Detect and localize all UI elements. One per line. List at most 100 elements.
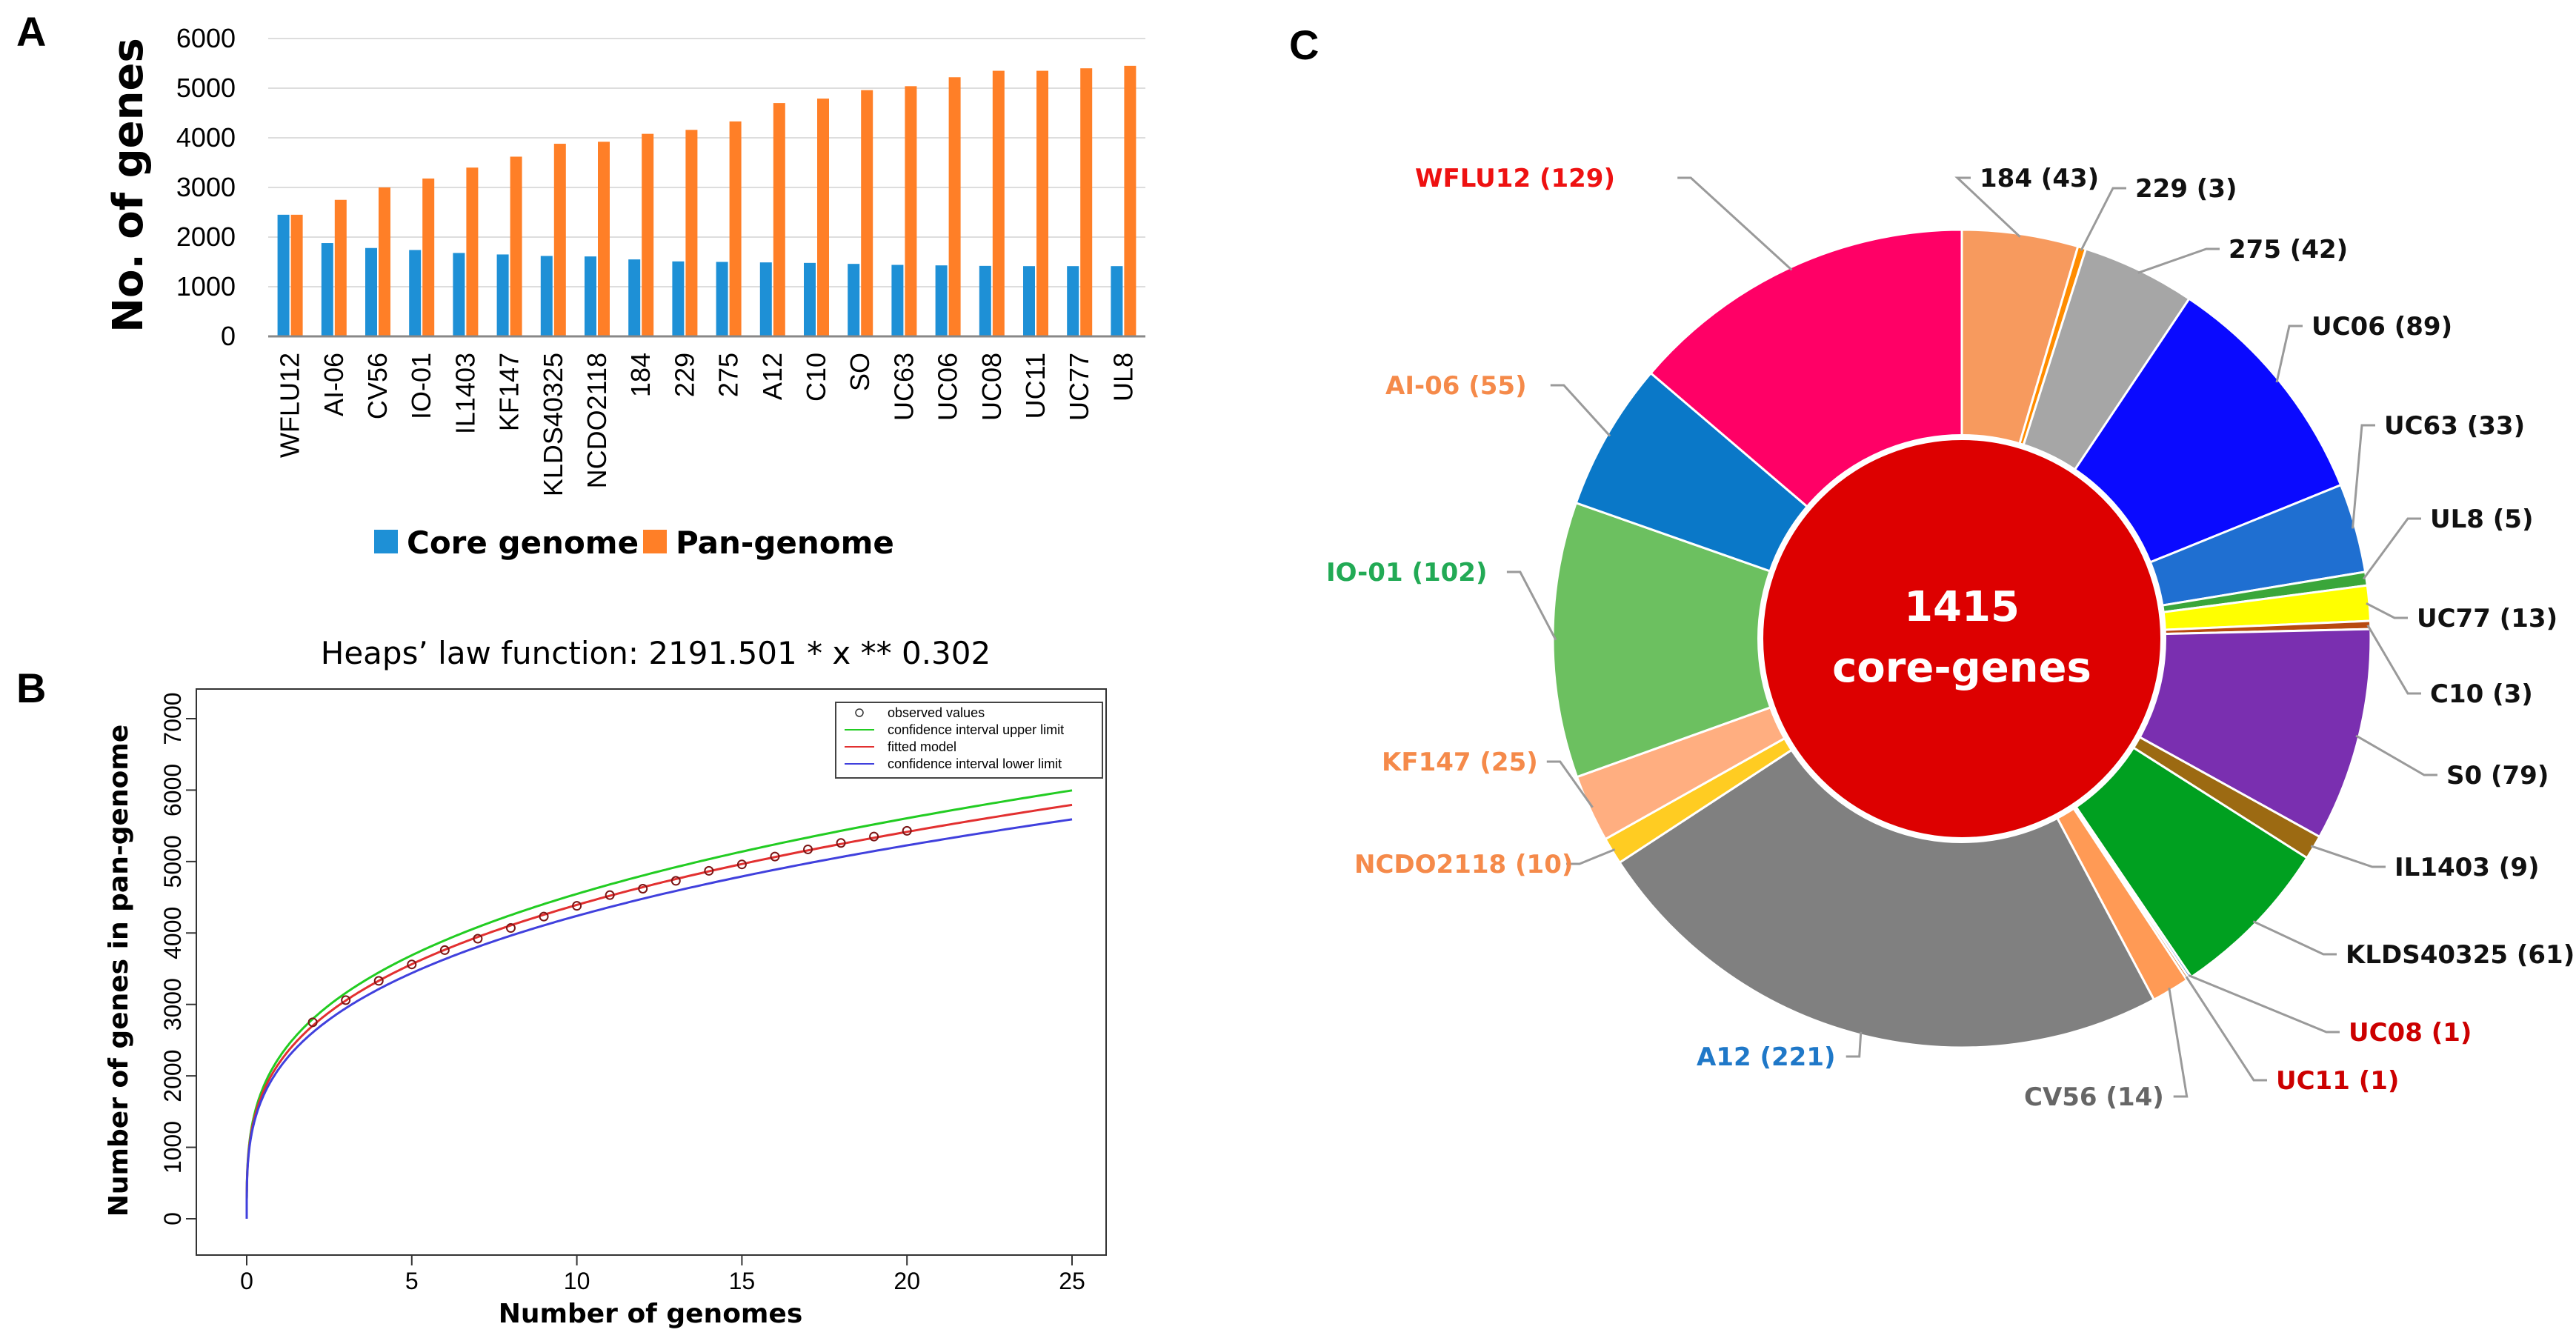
ytick-label: 7000 — [159, 692, 186, 745]
ytick-label: 4000 — [176, 122, 236, 153]
leader-uc77-13 — [2366, 602, 2408, 619]
xtick-label: 0 — [240, 1268, 253, 1294]
bar-pan-genome-ncdo2118 — [598, 142, 610, 337]
core-genes-center — [1757, 434, 2166, 843]
leader-uc11-1 — [2185, 976, 2267, 1082]
observed-point — [770, 851, 780, 862]
bar-core-genome-184 — [628, 259, 641, 336]
bar-pan-genome-uc08 — [992, 70, 1005, 337]
leader-ul8-5 — [2362, 517, 2421, 580]
bar-core-genome-kf147 — [496, 254, 509, 336]
ytick-label: 5000 — [176, 73, 236, 103]
legend-label-upper: confidence interval upper limit — [888, 722, 1064, 737]
slice-io-01-102 — [1551, 501, 1966, 779]
ytick-label: 4000 — [159, 907, 186, 959]
ytick-label: 6000 — [159, 764, 186, 816]
slice-label-a12-221: A12 (221) — [1697, 1042, 1836, 1072]
ytick-label: 2000 — [159, 1050, 186, 1102]
bar-core-genome-229 — [672, 261, 685, 336]
legend-label-observed: observed values — [888, 705, 985, 720]
xtick-label-il1403: IL1403 — [450, 353, 480, 434]
line-confidence-interval-upper-limit — [245, 789, 1073, 1219]
bar-pan-genome-184 — [642, 133, 654, 336]
legend-swatch-core — [374, 530, 398, 553]
bar-pan-genome-il1403 — [466, 167, 479, 336]
observed-point — [869, 831, 879, 842]
xtick-label-uc11: UC11 — [1020, 353, 1051, 419]
xtick-label: 25 — [1059, 1268, 1085, 1294]
legend-label-pan: Pan-genome — [676, 525, 894, 561]
panel-b-legend-box — [835, 702, 1103, 779]
xtick-label-c10: C10 — [801, 353, 831, 402]
panel-b-title: Heaps’ law function: 2191.501 * x ** 0.3… — [321, 635, 991, 671]
panel-b-line-chart: Heaps’ law function: 2191.501 * x ** 0.3… — [104, 635, 1107, 1329]
leader-wflu12-129 — [1677, 176, 1793, 271]
xtick-label-uc77: UC77 — [1064, 353, 1094, 421]
bar-core-genome-uc06 — [935, 265, 948, 336]
leader-kf147-25 — [1546, 760, 1594, 808]
xtick-label-klds40325: KLDS40325 — [538, 353, 568, 496]
ytick-label: 3000 — [159, 978, 186, 1031]
leader-il1403-9 — [2310, 845, 2386, 868]
slice-label-io-01-102: IO-01 (102) — [1326, 558, 1488, 588]
ytick-label: 0 — [159, 1212, 186, 1225]
slice-label-uc77-13: UC77 (13) — [2417, 604, 2557, 633]
core-genes-label: core-genes — [1832, 644, 2091, 692]
slice-label-ul8-5: UL8 (5) — [2430, 505, 2534, 534]
slice-label-cv56-14: CV56 (14) — [2024, 1082, 2164, 1112]
leader-uc06-89 — [2275, 325, 2303, 383]
slice-label-275-42: 275 (42) — [2229, 235, 2348, 264]
legend-label-fitted: fitted model — [888, 739, 956, 754]
xtick-label-ul8: UL8 — [1108, 353, 1138, 402]
leader-275-42 — [2137, 247, 2220, 274]
panel-a-yticks: 0 1000 2000 3000 4000 5000 6000 — [176, 23, 236, 351]
bar-pan-genome-uc06 — [948, 77, 961, 336]
bar-core-genome-wflu12 — [277, 214, 290, 336]
panel-b-legend: observed values confidence interval uppe… — [835, 702, 1103, 779]
leader-a12-221 — [1846, 1031, 1863, 1058]
slice-label-klds40325-61: KLDS40325 (61) — [2346, 940, 2575, 970]
xtick-label-uc63: UC63 — [888, 353, 919, 421]
xtick-label: 5 — [405, 1268, 419, 1294]
xtick-label-uc06: UC06 — [933, 353, 963, 421]
leader-c10-3 — [2366, 624, 2421, 695]
xtick-label-ai-06: AI-06 — [319, 353, 349, 416]
bar-pan-genome-kf147 — [510, 156, 522, 336]
bar-pan-genome-io-01 — [422, 178, 435, 336]
panel-b-ylabel: Number of genes in pan-genome — [104, 725, 134, 1217]
xtick-label-so: SO — [845, 353, 875, 391]
observed-point — [836, 838, 846, 848]
observed-point — [307, 1017, 318, 1028]
ytick-label: 2000 — [176, 222, 236, 252]
panel-b-lines — [245, 789, 1073, 1219]
bar-core-genome-a12 — [759, 262, 772, 336]
slice-label-uc63-33: UC63 (33) — [2384, 411, 2525, 441]
leader-229-3 — [2080, 187, 2126, 251]
leader-uc08-1 — [2188, 974, 2340, 1034]
observed-point — [638, 884, 648, 894]
xtick-label-a12: A12 — [757, 353, 788, 400]
xtick-label-184: 184 — [625, 353, 656, 397]
leader-ai-06-55 — [1550, 384, 1611, 437]
observed-point — [539, 911, 549, 922]
panel-letter-b: B — [16, 665, 46, 711]
bar-core-genome-uc77 — [1067, 266, 1079, 336]
ytick-label: 1000 — [159, 1121, 186, 1174]
slice-label-uc08-1: UC08 (1) — [2349, 1018, 2472, 1048]
xtick-label-wflu12: WFLU12 — [275, 353, 305, 458]
bar-core-genome-so — [848, 264, 860, 336]
bar-pan-genome-cv56 — [379, 187, 390, 336]
panel-c-labels: 184 (43) 229 (3) 275 (42) UC06 (89) UC63 (33… — [1326, 164, 2575, 1112]
observed-point — [407, 959, 417, 970]
legend-label-core: Core genome — [407, 525, 639, 561]
bar-core-genome-klds40325 — [540, 256, 553, 336]
slice-label-uc06-89: UC06 (89) — [2312, 312, 2452, 342]
line-fitted-model — [245, 803, 1073, 1219]
panel-b-plot-frame — [196, 688, 1107, 1256]
observed-point — [439, 945, 450, 955]
panel-a-ylabel: No. of genes — [104, 38, 153, 333]
slice-label-c10-3: C10 (3) — [2430, 679, 2533, 709]
bar-core-genome-c10 — [804, 262, 816, 336]
observed-point — [505, 923, 516, 934]
bar-pan-genome-229 — [685, 130, 698, 336]
